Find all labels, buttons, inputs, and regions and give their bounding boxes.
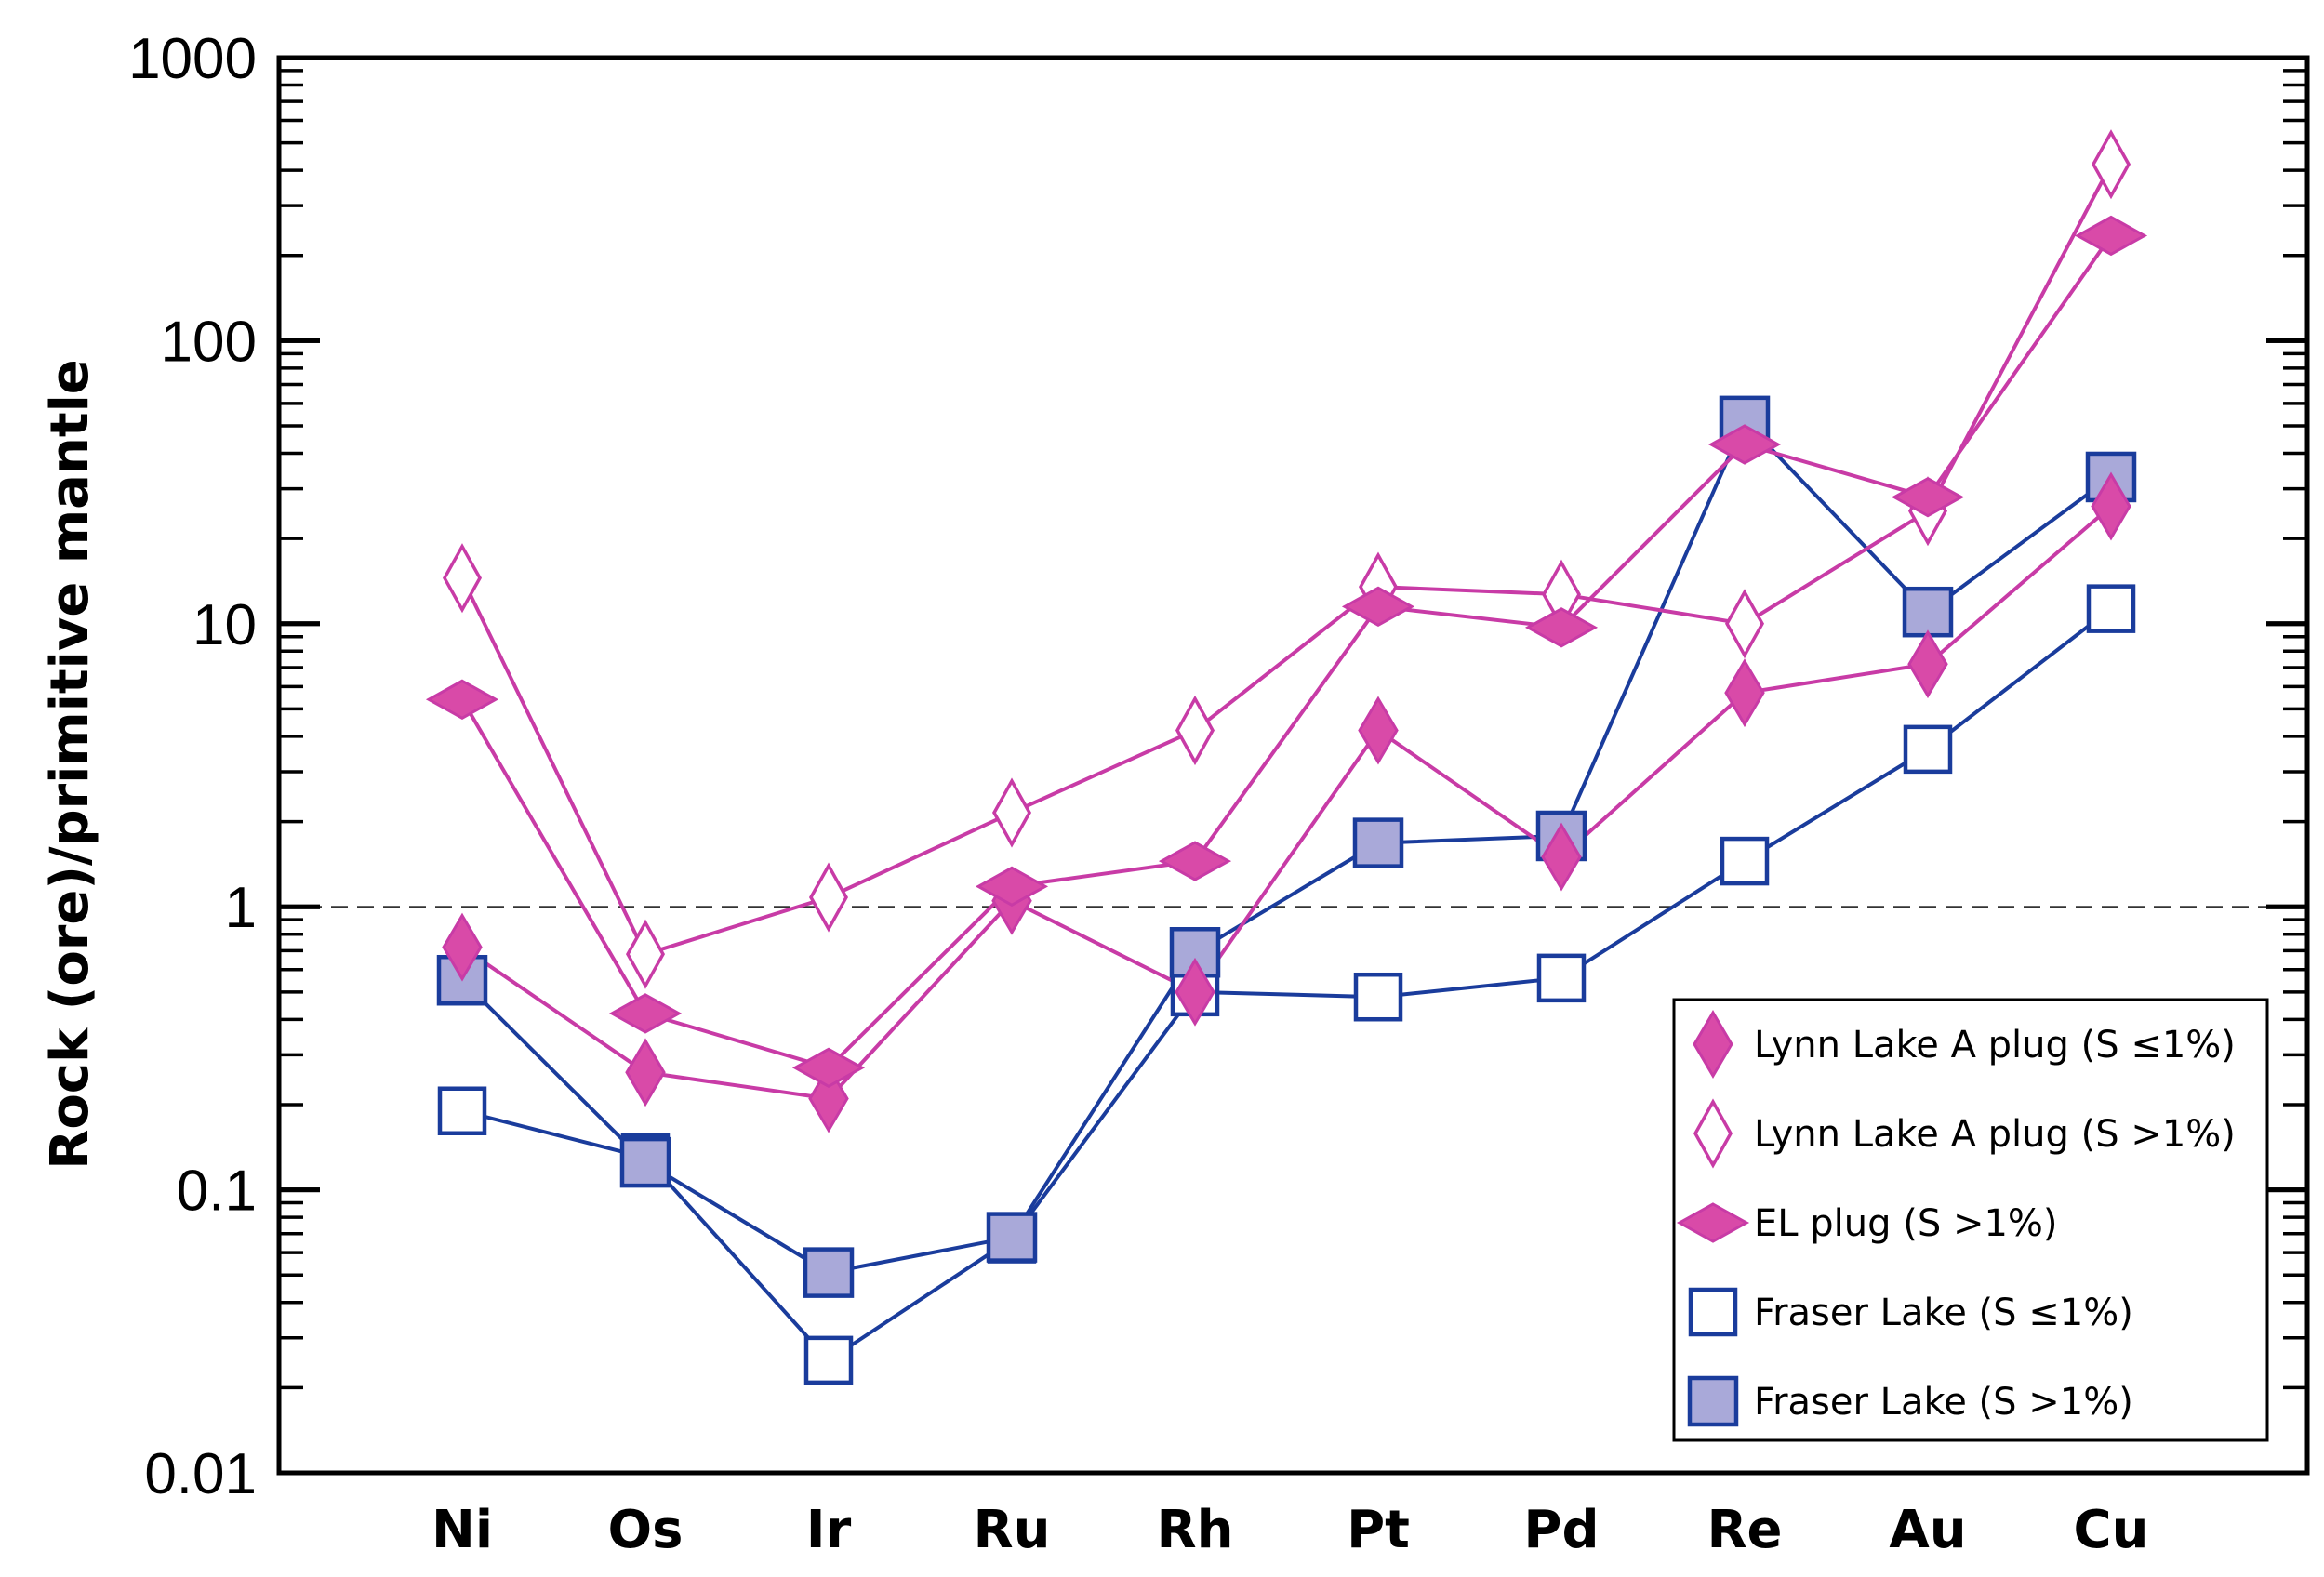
x-tick-label: Ir xyxy=(806,1500,852,1560)
data-point-1-rh xyxy=(1175,695,1215,766)
data-point-2-os xyxy=(608,993,683,1034)
legend-box xyxy=(1672,998,2269,1442)
data-point-4-ru xyxy=(986,1212,1038,1263)
data-point-2-rh xyxy=(1158,841,1232,881)
data-point-0-ni xyxy=(442,912,483,982)
data-point-4-ir xyxy=(803,1247,855,1298)
data-point-2-pd xyxy=(1524,607,1599,648)
data-point-4-os xyxy=(619,1136,671,1188)
x-tick-label: Ru xyxy=(974,1500,1051,1560)
data-point-3-au xyxy=(1903,724,1953,775)
legend: Lynn Lake A plug (S ≤1%) Lynn Lake A plug… xyxy=(1672,998,2269,1442)
data-point-0-pd xyxy=(1541,822,1582,892)
data-point-0-re xyxy=(1724,658,1765,728)
data-point-3-pd xyxy=(1536,953,1587,1003)
data-point-0-ir xyxy=(808,1064,849,1133)
legend-label-2: EL plug (S >1%) xyxy=(1754,1202,2058,1245)
x-tick-label: Pd xyxy=(1523,1500,1599,1560)
data-point-3-ir xyxy=(803,1335,854,1385)
axes xyxy=(279,55,2307,1476)
data-point-0-pt xyxy=(1358,696,1399,765)
data-point-1-os xyxy=(625,919,666,989)
y-tick-label: 10 xyxy=(193,593,257,657)
data-point-2-ru xyxy=(975,866,1049,908)
legend-marker-3 xyxy=(1688,1287,1738,1337)
y-tick-label: 1 xyxy=(225,876,257,940)
data-point-1-ni xyxy=(442,543,483,614)
data-point-2-re xyxy=(1707,424,1782,465)
data-point-3-re xyxy=(1720,836,1770,886)
series-line-4 xyxy=(460,418,2113,1275)
data-point-4-au xyxy=(1902,586,1954,638)
data-series xyxy=(460,163,2113,1362)
data-point-3-cu xyxy=(2086,584,2136,633)
legend-label-1: Lynn Lake A plug (S >1%) xyxy=(1754,1113,2236,1156)
legend-marker-2 xyxy=(1676,1202,1750,1243)
x-tick-label: Pt xyxy=(1347,1500,1410,1560)
legend-marker-1 xyxy=(1693,1098,1733,1169)
x-tick-label: Au xyxy=(1889,1500,1966,1560)
data-point-2-ni xyxy=(425,679,499,720)
x-tick-label: Re xyxy=(1706,1500,1782,1560)
x-tick-label: Ni xyxy=(432,1500,493,1560)
y-tick-label: 100 xyxy=(161,310,257,374)
y-tick-label: 1000 xyxy=(128,27,257,91)
x-tick-label: Cu xyxy=(2074,1500,2149,1560)
data-point-2-au xyxy=(1891,476,1965,518)
data-point-0-cu xyxy=(2091,471,2131,541)
plot-frame xyxy=(276,55,2310,1476)
x-tick-label: Rh xyxy=(1157,1500,1234,1560)
data-point-1-re xyxy=(1724,589,1765,659)
x-tick-label: Os xyxy=(608,1500,684,1560)
data-point-1-cu xyxy=(2091,129,2131,200)
data-point-2-ir xyxy=(791,1047,866,1089)
series-line-0 xyxy=(460,504,2113,1101)
data-markers xyxy=(425,129,2148,1385)
y-axis-title: Rock (ore)/primitive mantle xyxy=(40,359,100,1170)
legend-label-3: Fraser Lake (S ≤1%) xyxy=(1754,1292,2133,1334)
series-line-3 xyxy=(461,607,2113,1362)
legend-label-4: Fraser Lake (S >1%) xyxy=(1754,1381,2133,1424)
data-point-0-au xyxy=(1907,629,1948,699)
data-point-1-ru xyxy=(991,777,1032,848)
data-point-4-pt xyxy=(1352,817,1404,868)
series-line-2 xyxy=(460,234,2113,1070)
legend-label-0: Lynn Lake A plug (S ≤1%) xyxy=(1754,1024,2236,1067)
data-point-3-pt xyxy=(1353,972,1403,1022)
series-line-1 xyxy=(460,163,2113,957)
y-tick-label: 0.01 xyxy=(144,1442,257,1506)
data-point-0-os xyxy=(625,1038,666,1107)
data-point-2-cu xyxy=(2074,215,2148,257)
data-point-3-ni xyxy=(437,1086,487,1135)
legend-marker-0 xyxy=(1693,1010,1733,1079)
legend-marker-4 xyxy=(1687,1375,1739,1427)
data-point-2-pt xyxy=(1341,586,1415,628)
data-point-0-rh xyxy=(1175,957,1215,1027)
data-point-1-ir xyxy=(808,862,849,933)
axis-labels: 0.01 0.1 1 10 100 1000 Ni Os Ir Ru Rh Pt Pd Re Au Cu Roc… xyxy=(40,27,2148,1560)
y-tick-label: 0.1 xyxy=(177,1160,257,1224)
